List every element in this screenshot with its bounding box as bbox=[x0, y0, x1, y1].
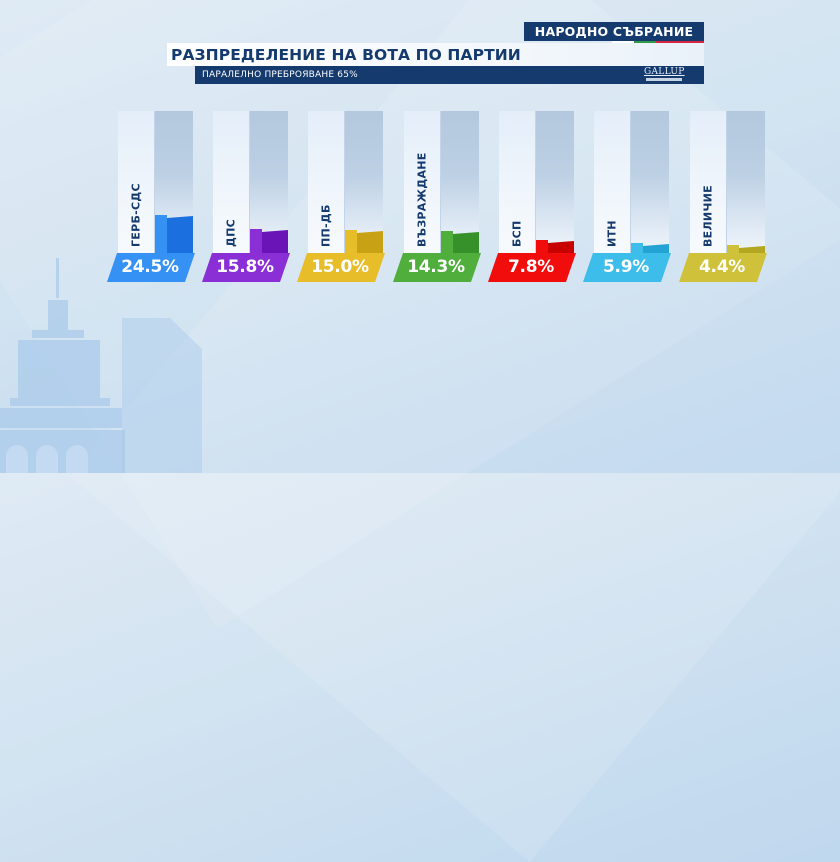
party-label: БСП bbox=[510, 220, 524, 247]
bar-group: БСП 7.8% bbox=[488, 111, 588, 286]
gallup-logo: GALLUP bbox=[644, 67, 684, 83]
institution-badge: НАРОДНО СЪБРАНИЕ bbox=[524, 22, 704, 41]
bar-group: ПП-ДБ 15.0% bbox=[297, 111, 397, 286]
bar-fill-side bbox=[739, 246, 765, 253]
bar-fill-front bbox=[345, 230, 357, 253]
party-label: ВЕЛИЧИЕ bbox=[701, 185, 715, 247]
bar-fill-front bbox=[631, 243, 643, 253]
party-label: ВЪЗРАЖДАНЕ bbox=[415, 152, 429, 247]
title-band bbox=[167, 43, 704, 66]
bar-fill-front bbox=[727, 245, 739, 253]
bar-fill-front bbox=[536, 240, 548, 253]
flag-stripe-red bbox=[656, 41, 704, 44]
gallup-logo-subbar bbox=[646, 78, 682, 81]
party-label: ИТН bbox=[605, 220, 619, 247]
chart-subtitle: ПАРАЛЕЛНО ПРЕБРОЯВАНЕ 65% bbox=[202, 70, 358, 80]
bar-label-column bbox=[499, 111, 535, 253]
bar-group: ИТН 5.9% bbox=[583, 111, 683, 286]
value-label: 15.0% bbox=[311, 257, 369, 277]
bar-track bbox=[631, 111, 669, 253]
bar-track bbox=[536, 111, 574, 253]
bar-track bbox=[441, 111, 479, 253]
subtitle-band bbox=[195, 66, 704, 84]
value-plate bbox=[393, 253, 481, 282]
bar-label-column bbox=[690, 111, 726, 253]
bar-fill-side bbox=[548, 241, 574, 253]
value-plate bbox=[583, 253, 671, 282]
value-label: 14.3% bbox=[407, 257, 465, 277]
value-label: 4.4% bbox=[699, 257, 745, 277]
bar-fill-front bbox=[155, 215, 167, 253]
bar-label-column bbox=[404, 111, 440, 253]
value-plate bbox=[679, 253, 767, 282]
bar-fill-front bbox=[250, 229, 262, 253]
value-plate bbox=[297, 253, 385, 282]
chart-title: РАЗПРЕДЕЛЕНИЕ НА ВОТА ПО ПАРТИИ bbox=[171, 46, 521, 64]
bar-track bbox=[345, 111, 383, 253]
bar-group: ГЕРБ-СДС 24.5% bbox=[107, 111, 207, 286]
bar-group: ВЕЛИЧИЕ 4.4% bbox=[679, 111, 779, 286]
bar-label-column bbox=[594, 111, 630, 253]
value-label: 7.8% bbox=[508, 257, 554, 277]
bar-label-column bbox=[308, 111, 344, 253]
gallup-logo-text: GALLUP bbox=[644, 67, 685, 77]
value-label: 15.8% bbox=[216, 257, 274, 277]
bar-fill-side bbox=[167, 216, 193, 253]
bar-label-column bbox=[118, 111, 154, 253]
value-plate bbox=[488, 253, 576, 282]
value-plate bbox=[107, 253, 195, 282]
party-label: ПП-ДБ bbox=[319, 204, 333, 247]
value-plate bbox=[202, 253, 290, 282]
bar-label-column bbox=[213, 111, 249, 253]
value-label: 24.5% bbox=[121, 257, 179, 277]
bar-fill-side bbox=[643, 244, 669, 253]
party-label: ДПС bbox=[224, 219, 238, 247]
bar-group: ВЪЗРАЖДАНЕ 14.3% bbox=[393, 111, 493, 286]
flag-stripe-green bbox=[634, 41, 656, 44]
bar-fill-front bbox=[441, 231, 453, 253]
bar-fill-side bbox=[453, 232, 479, 253]
value-label: 5.9% bbox=[603, 257, 649, 277]
party-label: ГЕРБ-СДС bbox=[129, 183, 143, 247]
flag-stripe-white bbox=[612, 41, 634, 44]
bar-fill-side bbox=[262, 230, 288, 253]
bar-group: ДПС 15.8% bbox=[202, 111, 302, 286]
bar-fill-side bbox=[357, 231, 383, 253]
bar-track bbox=[727, 111, 765, 253]
